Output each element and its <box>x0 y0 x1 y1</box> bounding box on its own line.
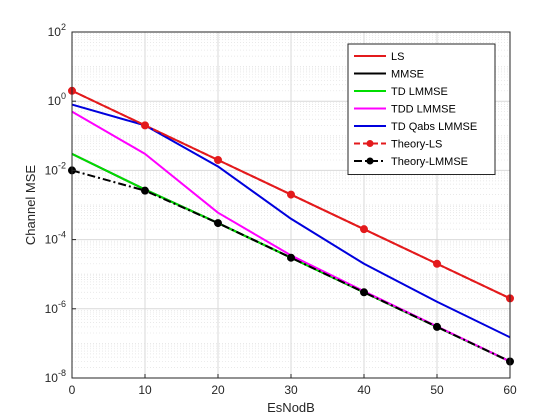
legend: LS MMSE TD LMMSE TDD LMMSE TD Qabs LMMSE Theo… <box>347 43 496 175</box>
x-tick-label: 40 <box>357 383 371 397</box>
x-tick-label: 10 <box>138 383 152 397</box>
data-point <box>141 186 149 195</box>
legend-label: MMSE <box>391 69 424 81</box>
legend-marker <box>366 140 374 147</box>
data-point <box>433 322 441 331</box>
legend-entry: TD Qabs LMMSE <box>354 121 477 133</box>
legend-label: TD Qabs LMMSE <box>391 121 477 133</box>
x-tick-label: 50 <box>430 383 444 397</box>
x-tick-label: 20 <box>211 383 225 397</box>
data-point <box>214 155 222 164</box>
data-point <box>141 121 149 130</box>
data-point <box>433 259 441 268</box>
data-point <box>360 288 368 297</box>
legend-entry: TDD LMMSE <box>354 104 456 116</box>
y-tick-label: 10-2 <box>45 160 66 177</box>
legend-entry: MMSE <box>354 69 424 81</box>
legend-marker <box>366 157 374 165</box>
legend-label: TD LMMSE <box>391 86 448 98</box>
data-point <box>214 219 222 228</box>
y-axis-label: Channel MSE <box>23 165 38 246</box>
y-tick-label: 10-4 <box>45 230 66 247</box>
legend-label: Theory-LS <box>391 139 442 151</box>
legend-entry: LS <box>354 51 404 63</box>
legend-label: Theory-LMMSE <box>391 156 468 168</box>
legend-label: LS <box>391 51 404 63</box>
y-tick-label: 100 <box>48 91 66 108</box>
y-tick-label: 10-8 <box>45 368 66 385</box>
x-tick-label: 0 <box>69 383 76 397</box>
data-point <box>287 190 295 199</box>
legend-entry: Theory-LMMSE <box>354 156 468 168</box>
legend-label: TDD LMMSE <box>391 104 456 116</box>
y-tick-label: 10-6 <box>45 299 66 316</box>
x-axis-label: EsNodB <box>267 400 315 415</box>
data-point <box>287 253 295 262</box>
x-tick-label: 60 <box>503 383 517 397</box>
legend-entry: Theory-LS <box>354 139 442 151</box>
y-tick-label: 102 <box>48 22 66 39</box>
data-point <box>360 225 368 234</box>
x-tick-label: 30 <box>284 383 298 397</box>
ticks: 0 10 20 30 40 50 60 10-8 10-6 10-4 10-2 100 102 <box>45 22 517 397</box>
legend-entry: TD LMMSE <box>354 86 448 98</box>
